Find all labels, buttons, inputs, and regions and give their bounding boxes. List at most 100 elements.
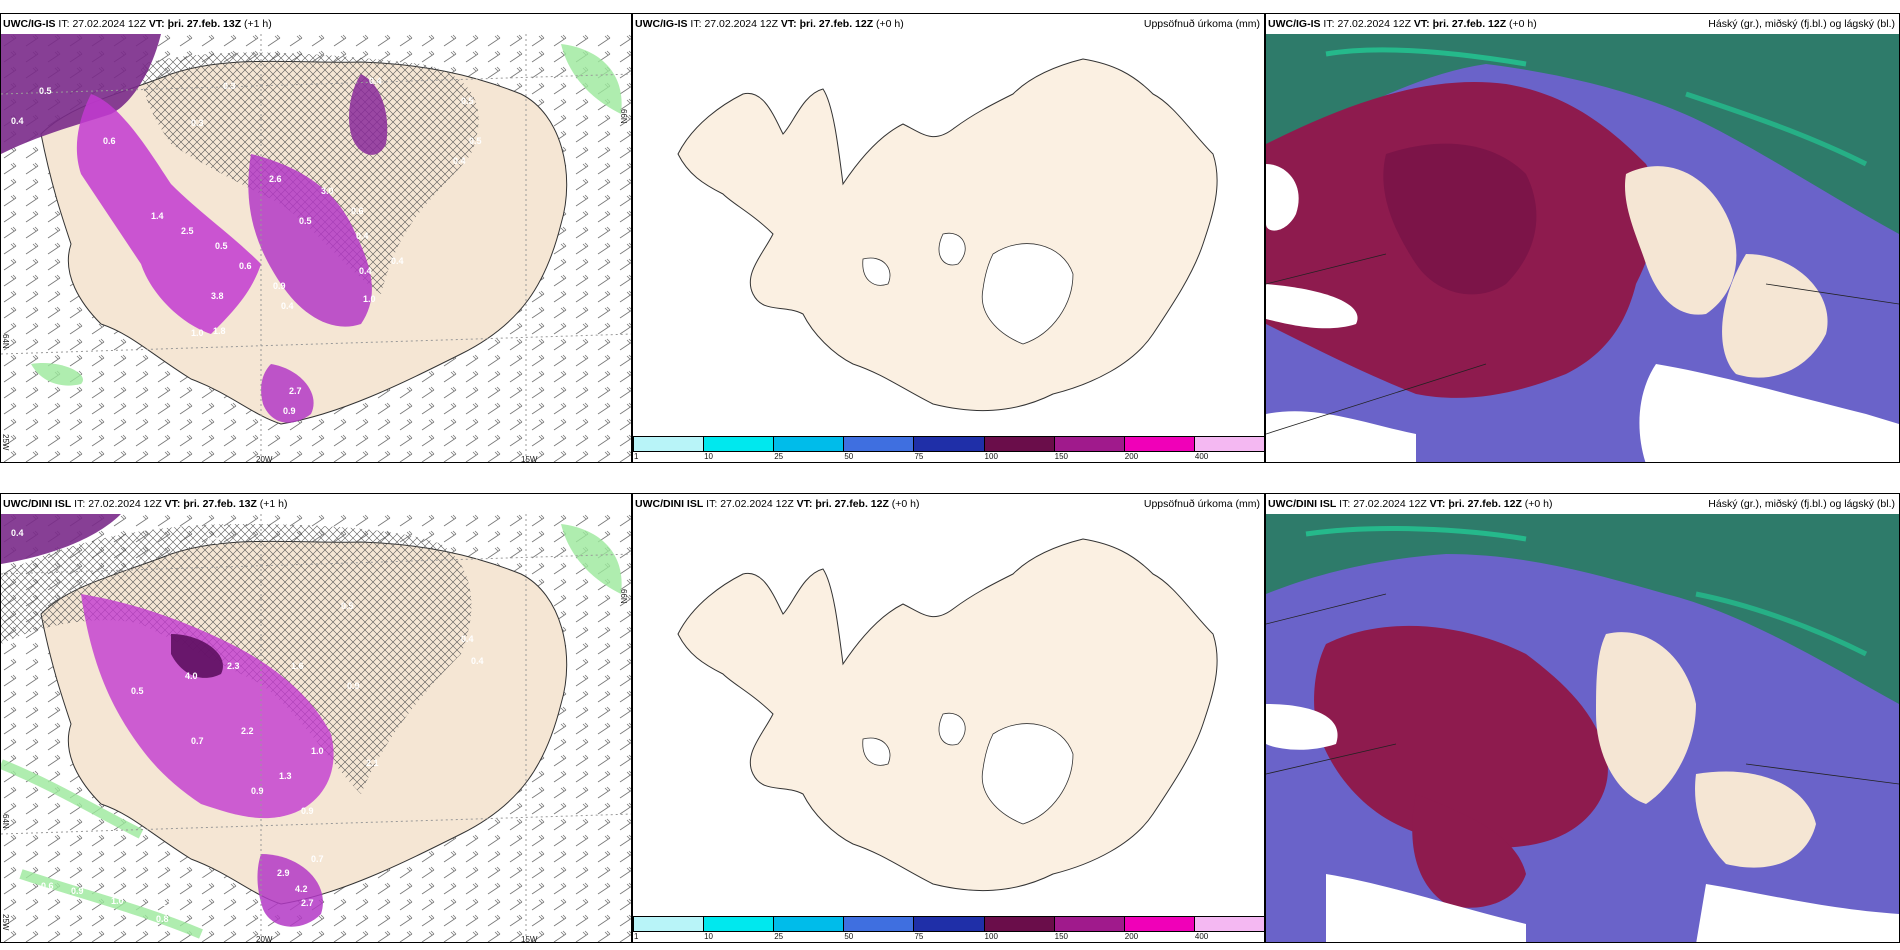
precip-label: 0.3 <box>191 118 204 128</box>
precip-label: 0.5 <box>461 96 474 106</box>
model-name: UWC/IG-IS <box>635 18 688 30</box>
lead-time: (+0 h) <box>876 18 904 30</box>
precip-label: 0.9 <box>251 786 264 796</box>
precip-label: 0.4 <box>281 301 294 311</box>
colorbar-tick-label: 50 <box>844 932 854 941</box>
lead-time: (+0 h) <box>891 498 920 510</box>
precip-label: 0.7 <box>311 854 324 864</box>
colorbar-tick-label: 200 <box>1124 452 1139 461</box>
map-cloud-cover[interactable] <box>1266 514 1899 942</box>
panel-igis-cloud-cover: UWC/IG-IS IT: 27.02.2024 12Z VT: þri. 27… <box>1265 13 1900 463</box>
precip-label: 4.2 <box>295 884 308 894</box>
panel-header: UWC/IG-IS IT: 27.02.2024 12Z VT: þri. 27… <box>1266 14 1899 34</box>
valid-time: þri. 27.feb. 12Z <box>815 498 889 510</box>
panel-title: Uppsöfnuð úrkoma (mm) <box>1143 18 1260 30</box>
map-cloud-cover[interactable] <box>1266 34 1899 462</box>
precip-label: 2.7 <box>289 386 302 396</box>
panel-header: UWC/DINI ISL IT: 27.02.2024 12Z VT: þri.… <box>1 494 631 514</box>
lat-label-66n: 66N <box>619 109 628 124</box>
init-time: 27.02.2024 12Z <box>704 18 778 30</box>
init-time: 27.02.2024 12Z <box>72 18 146 30</box>
precip-value-labels: 0.4 0.3 0.4 2.3 4.0 1.6 0.9 2.1 1.0 2.9 … <box>11 528 484 924</box>
precip-label: 0.4 <box>461 634 474 644</box>
precip-label: 0.4 <box>471 656 484 666</box>
precip-label: 0.5 <box>39 86 52 96</box>
precip-label: 0.5 <box>299 216 312 226</box>
colorbar-swatch <box>983 436 1055 452</box>
colorbar-accum-precip: 1 10 25 50 75 100 150 200 400 <box>633 432 1264 462</box>
precip-label: 1.0 <box>111 896 124 906</box>
colorbar-swatch <box>1123 916 1195 932</box>
map-accum-precip[interactable] <box>633 34 1264 434</box>
panel-igis-accum-precip: UWC/IG-IS IT: 27.02.2024 12Z VT: þri. 27… <box>632 13 1265 463</box>
valid-time: þri. 27.feb. 12Z <box>1432 18 1507 30</box>
valid-time: þri. 27.feb. 12Z <box>1448 498 1522 510</box>
precip-label: 2.3 <box>227 661 240 671</box>
it-label: IT: <box>58 18 70 30</box>
colorbar-accum-precip: 1 10 25 50 75 100 150 200 400 <box>633 912 1264 942</box>
precip-label: 0.4 <box>369 76 382 86</box>
precip-label: 3.8 <box>211 291 224 301</box>
precip-label: 0.9 <box>301 806 314 816</box>
it-label: IT: <box>1339 498 1351 510</box>
init-time: 27.02.2024 12Z <box>1353 498 1427 510</box>
lon-label-15w: 15W <box>521 935 538 943</box>
lat-label-66n: 66N <box>619 589 628 604</box>
vt-label: VT: <box>148 18 165 30</box>
map-wind-precip[interactable]: 0.4 0.5 0.3 0.4 0.3 0.5 0.6 2.6 3.0 1.4 … <box>1 34 631 462</box>
lon-label-25w: 25W <box>1 914 10 931</box>
colorbar-swatch <box>633 916 705 932</box>
map-accum-precip[interactable] <box>633 514 1264 914</box>
colorbar-tick-label: 75 <box>914 452 924 461</box>
model-name: UWC/DINI ISL <box>1268 498 1337 510</box>
colorbar-swatch <box>633 436 705 452</box>
map-wind-precip[interactable]: 0.4 0.3 0.4 2.3 4.0 1.6 0.9 2.1 1.0 2.9 … <box>1 514 631 943</box>
colorbar-swatch <box>983 916 1055 932</box>
precip-label: 3.0 <box>321 186 334 196</box>
colorbar-tick-label: 25 <box>774 932 784 941</box>
precip-label: 1.6 <box>291 661 304 671</box>
valid-time: þri. 27.feb. 12Z <box>799 18 874 30</box>
precip-label: 0.4 <box>11 116 24 126</box>
precip-label: 0.4 <box>11 528 24 538</box>
colorbar-tick-label: 1 <box>634 452 639 461</box>
panel-title: Uppsöfnuð úrkoma (mm) <box>1143 498 1260 510</box>
model-name: UWC/DINI ISL <box>635 498 704 510</box>
precip-label: 0.5 <box>131 686 144 696</box>
colorbar-swatch <box>1193 916 1264 932</box>
colorbar-tick-label: 1 <box>634 932 639 941</box>
precip-label: 0.5 <box>469 136 482 146</box>
colorbar-swatch <box>913 916 985 932</box>
precip-label: 0.6 <box>103 136 116 146</box>
vt-label: VT: <box>1413 18 1430 30</box>
precip-label: 0.4 <box>359 266 372 276</box>
colorbar-tick-label: 50 <box>844 452 854 461</box>
precip-label: 1.8 <box>213 326 226 336</box>
valid-time: þri. 27.feb. 13Z <box>183 498 257 510</box>
colorbar-tick-label: 100 <box>984 932 998 941</box>
precip-label: 2.2 <box>241 726 254 736</box>
precip-label: 0.3 <box>223 81 236 91</box>
panel-header: UWC/DINI ISL IT: 27.02.2024 12Z VT: þri.… <box>633 494 1264 514</box>
precip-label: 2.6 <box>269 174 282 184</box>
colorbar-swatch <box>773 916 845 932</box>
precip-label: 0.3 <box>207 536 220 546</box>
vt-label: VT: <box>1429 498 1446 510</box>
precip-label: 2.9 <box>277 868 290 878</box>
colorbar-swatch <box>1053 916 1125 932</box>
colorbar-swatch <box>913 436 985 452</box>
it-label: IT: <box>690 18 702 30</box>
precip-label: 1.3 <box>279 771 292 781</box>
panel-dini-wind-precip: UWC/DINI ISL IT: 27.02.2024 12Z VT: þri.… <box>0 493 632 943</box>
model-name: UWC/IG-IS <box>1268 18 1321 30</box>
init-time: 27.02.2024 12Z <box>88 498 162 510</box>
colorbar-tick-label: 100 <box>984 452 998 461</box>
lead-time: (+0 h) <box>1524 498 1553 510</box>
model-name: UWC/IG-IS <box>3 18 56 30</box>
colorbar-swatch <box>843 916 915 932</box>
vt-label: VT: <box>796 498 813 510</box>
colorbar-swatch <box>703 916 775 932</box>
colorbar-swatch <box>773 436 845 452</box>
precip-label: 1.4 <box>151 211 164 221</box>
colorbar-swatch <box>1123 436 1195 452</box>
